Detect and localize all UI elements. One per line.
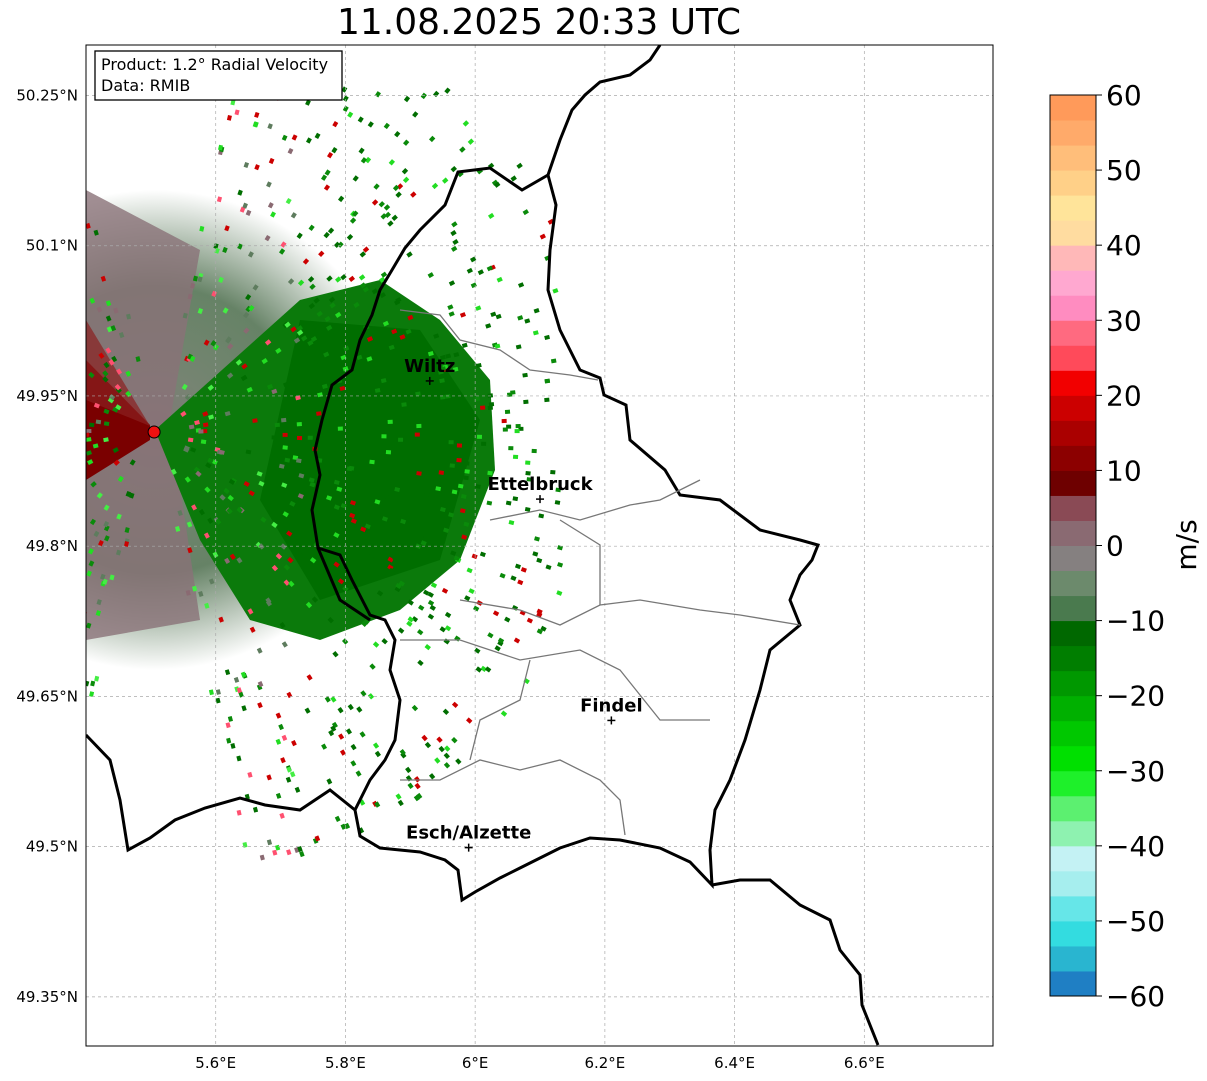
colorbar-segment bbox=[1050, 170, 1096, 196]
colorbar-tick-label: −50 bbox=[1106, 905, 1165, 938]
lat-tick-label: 49.5°N bbox=[26, 838, 78, 856]
colorbar-segment bbox=[1050, 945, 1096, 972]
radar-site-marker bbox=[147, 425, 161, 439]
colorbar-segment bbox=[1050, 520, 1096, 546]
radar-speckles bbox=[86, 86, 564, 861]
colorbar-tick-label: −10 bbox=[1106, 605, 1165, 638]
colorbar-segment bbox=[1050, 195, 1096, 221]
colorbar-tick-label: 40 bbox=[1106, 229, 1142, 262]
colorbar-segment bbox=[1050, 895, 1096, 922]
colorbar-segment bbox=[1050, 970, 1096, 997]
colorbar-segment bbox=[1050, 720, 1096, 747]
colorbar-tick-label: −60 bbox=[1106, 980, 1165, 1013]
colorbar-segment bbox=[1050, 395, 1096, 421]
colorbar-segment bbox=[1050, 245, 1096, 271]
colorbar-segment bbox=[1050, 295, 1096, 321]
colorbar-segment bbox=[1050, 145, 1096, 171]
colorbar-tick-label: −20 bbox=[1106, 680, 1165, 713]
colorbar-segment bbox=[1050, 420, 1096, 446]
colorbar-unit-label: m/s bbox=[1170, 519, 1203, 570]
map-title: 11.08.2025 20:33 UTC bbox=[336, 2, 742, 43]
lat-tick-label: 50.1°N bbox=[26, 237, 78, 255]
colorbar-segment bbox=[1050, 620, 1096, 647]
colorbar-segment bbox=[1050, 120, 1096, 146]
colorbar-tick-label: 60 bbox=[1106, 79, 1142, 112]
colorbar-segment bbox=[1050, 495, 1096, 521]
colorbar-segment bbox=[1050, 345, 1096, 371]
lat-tick-label: 49.65°N bbox=[16, 687, 78, 705]
colorbar-segment bbox=[1050, 320, 1096, 346]
lon-tick-label: 6°E bbox=[462, 1054, 489, 1072]
info-box: Product: 1.2° Radial Velocity Data: RMIB bbox=[94, 50, 343, 101]
colorbar-segment bbox=[1050, 595, 1096, 622]
lon-tick-label: 6.4°E bbox=[714, 1054, 755, 1072]
colorbar-segment bbox=[1050, 920, 1096, 947]
city-marker: Esch/Alzette bbox=[406, 823, 531, 852]
lon-tick-label: 5.6°E bbox=[195, 1054, 236, 1072]
colorbar-segment bbox=[1050, 570, 1096, 597]
city-marker: Wiltz bbox=[404, 356, 455, 385]
colorbar-tick-label: 20 bbox=[1106, 379, 1142, 412]
colorbar-segment bbox=[1050, 545, 1096, 572]
lat-tick-label: 49.95°N bbox=[16, 387, 78, 405]
axis-tick-labels: 5.6°E 5.8°E 6°E 6.2°E 6.4°E 6.6°E 50.25°N 50.1°… bbox=[16, 87, 884, 1073]
colorbar-segment bbox=[1050, 770, 1096, 797]
colorbar-segment bbox=[1050, 220, 1096, 246]
lat-tick-label: 49.8°N bbox=[26, 537, 78, 555]
city-markers: Wiltz Ettelbruck Findel Esch/Alzette bbox=[404, 356, 643, 852]
city-label: Findel bbox=[580, 695, 643, 716]
radar-echo-layer bbox=[86, 86, 564, 861]
colorbar-segment bbox=[1050, 845, 1096, 872]
lon-tick-label: 6.2°E bbox=[584, 1054, 625, 1072]
colorbar-tick-label: 10 bbox=[1106, 454, 1142, 487]
colorbar-segment bbox=[1050, 795, 1096, 822]
colorbar-segment bbox=[1050, 695, 1096, 722]
colorbar-tick-label: 0 bbox=[1106, 530, 1124, 563]
colorbar: 60 50 40 30 20 10 0 −10 −20 −30 −40 −50 −60 bbox=[1049, 79, 1165, 1013]
colorbar-segment bbox=[1050, 95, 1096, 121]
colorbar-segment bbox=[1050, 820, 1096, 847]
city-label: Wiltz bbox=[404, 356, 455, 377]
info-product: Product: 1.2° Radial Velocity bbox=[101, 55, 328, 74]
info-source: Data: RMIB bbox=[101, 76, 190, 95]
colorbar-segment bbox=[1050, 445, 1096, 471]
lat-tick-label: 50.25°N bbox=[16, 87, 78, 105]
colorbar-tick-label: 30 bbox=[1106, 304, 1142, 337]
colorbar-segment bbox=[1050, 470, 1096, 496]
colorbar-segment bbox=[1050, 670, 1096, 697]
colorbar-segment bbox=[1050, 745, 1096, 772]
city-marker: Ettelbruck bbox=[487, 474, 594, 504]
colorbar-segment bbox=[1050, 370, 1096, 396]
colorbar-tick-label: −30 bbox=[1106, 755, 1165, 788]
lon-tick-label: 5.8°E bbox=[325, 1054, 366, 1072]
city-label: Esch/Alzette bbox=[406, 823, 531, 844]
colorbar-tick-label: −40 bbox=[1106, 830, 1165, 863]
lat-tick-label: 49.35°N bbox=[16, 988, 78, 1006]
colorbar-segment bbox=[1050, 270, 1096, 296]
plot-frame bbox=[85, 44, 994, 1047]
colorbar-segment bbox=[1050, 645, 1096, 672]
lon-tick-label: 6.6°E bbox=[844, 1054, 885, 1072]
city-label: Ettelbruck bbox=[487, 474, 593, 495]
colorbar-tick-label: 50 bbox=[1106, 154, 1142, 187]
colorbar-segment bbox=[1050, 870, 1096, 897]
country-borders bbox=[86, 45, 880, 1046]
city-marker: Findel bbox=[580, 695, 643, 725]
